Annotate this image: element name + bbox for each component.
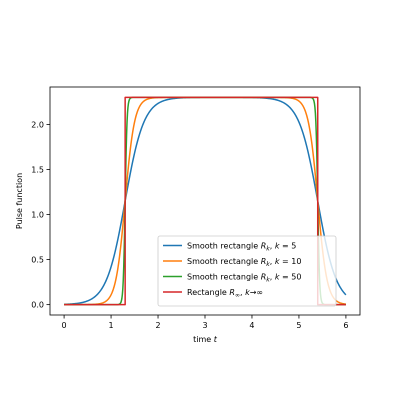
y-tick-label: 2.0: [31, 120, 44, 129]
x-tick-label: 3: [202, 321, 207, 330]
x-axis-label-var: t: [214, 335, 218, 344]
x-tick-label: 5: [296, 321, 301, 330]
x-tick-label: 1: [109, 321, 114, 330]
x-tick-label: 6: [343, 321, 348, 330]
x-axis-label-text: time: [193, 335, 211, 344]
x-tick-label: 2: [155, 321, 160, 330]
y-tick-label: 0.0: [31, 301, 44, 310]
y-axis-label: Pulse function: [15, 173, 24, 229]
legend-box: [157, 235, 337, 307]
y-axis-ticks: 0.0 0.5 1.0 1.5 2.0: [31, 120, 50, 310]
y-tick-label: 0.5: [31, 256, 44, 265]
legend: Smooth rectangle Rk, k = 5 Smooth rectang…: [157, 235, 337, 307]
x-axis-label: time t: [193, 335, 218, 344]
legend-label: Smooth rectangle Rk, k = 5: [187, 242, 296, 253]
legend-label: Smooth rectangle Rk, k = 50: [187, 273, 301, 284]
legend-label: Rectangle R∞, k→∞: [187, 288, 263, 299]
x-tick-label: 4: [249, 321, 254, 330]
y-tick-label: 1.5: [31, 165, 44, 174]
x-tick-label: 0: [62, 321, 67, 330]
x-axis-ticks: 0 1 2 3 4 5 6: [62, 315, 348, 330]
legend-label: Smooth rectangle Rk, k = 10: [187, 257, 301, 268]
y-tick-label: 1.0: [31, 211, 44, 220]
